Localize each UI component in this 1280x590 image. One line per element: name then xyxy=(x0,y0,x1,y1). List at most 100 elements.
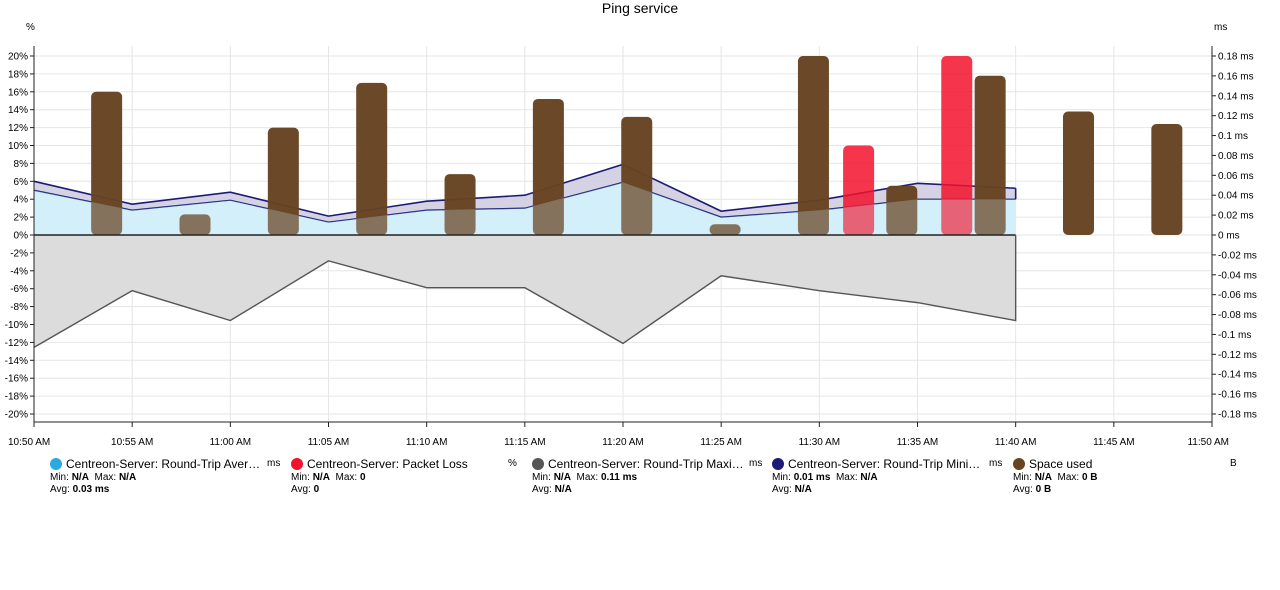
stat-min-packet-loss: N/A xyxy=(312,472,330,483)
left-tick-label: 12% xyxy=(8,123,28,134)
left-tick-label: -20% xyxy=(5,410,28,421)
chart-title: Ping service xyxy=(601,0,679,16)
legend-item-packet-loss[interactable]: Centreon-Server: Packet Loss % Min: N/A … xyxy=(291,456,531,496)
right-tick-label: -0.1 ms xyxy=(1218,330,1251,341)
left-axis-unit: % xyxy=(26,22,35,33)
stat-min-maximum: N/A xyxy=(553,472,571,483)
left-tick-label: 20% xyxy=(8,52,28,63)
average-area-overlay xyxy=(34,182,1016,235)
maximum-area-fill xyxy=(34,235,1016,348)
legend-swatch-average xyxy=(50,458,62,470)
stat-max-average: N/A xyxy=(118,472,137,483)
legend-unit-space-used: B xyxy=(1230,458,1237,469)
label-max: Max: xyxy=(835,472,858,483)
x-tick-label: 10:55 AM xyxy=(111,437,153,448)
legend-unit-average: ms xyxy=(267,458,281,469)
chart-legend: Centreon-Server: Round-Trip Average Time… xyxy=(0,456,1280,506)
legend-swatch-space-used xyxy=(1013,458,1025,470)
left-tick-label: -14% xyxy=(5,356,28,367)
stat-min-average: N/A xyxy=(71,472,89,483)
stat-max-maximum: 0.11 ms xyxy=(600,472,638,483)
space-used-bar xyxy=(886,185,918,235)
legend-swatch-maximum xyxy=(532,458,544,470)
stat-min-space-used: N/A xyxy=(1034,472,1052,483)
label-avg: Avg: xyxy=(532,484,552,495)
bar-series xyxy=(34,56,1183,236)
label-max: Max: xyxy=(576,472,599,483)
label-avg: Avg: xyxy=(50,484,70,495)
x-tick-label: 11:00 AM xyxy=(210,437,252,448)
legend-unit-maximum: ms xyxy=(749,458,763,469)
right-tick-label: -0.08 ms xyxy=(1218,310,1257,321)
legend-item-maximum[interactable]: Centreon-Server: Round-Trip Maximum Time… xyxy=(532,456,772,496)
x-tick-label: 11:05 AM xyxy=(308,437,350,448)
left-tick-label: 8% xyxy=(14,159,29,170)
left-tick-label: 14% xyxy=(8,105,28,116)
stat-max-packet-loss: 0 xyxy=(359,472,366,483)
label-avg: Avg: xyxy=(1013,484,1033,495)
left-tick-label: -16% xyxy=(5,374,28,385)
stat-min-minimum: 0.01 ms xyxy=(793,472,831,483)
legend-unit-minimum: ms xyxy=(989,458,1003,469)
stat-avg-packet-loss: 0 xyxy=(313,484,320,495)
space-used-bar xyxy=(1151,124,1183,235)
right-tick-label: -0.04 ms xyxy=(1218,270,1257,281)
right-tick-label: -0.14 ms xyxy=(1218,370,1257,381)
maximum-area-line xyxy=(33,235,1017,348)
left-tick-label: -2% xyxy=(10,248,28,259)
stat-max-minimum: N/A xyxy=(860,472,878,483)
stat-max-space-used: 0 B xyxy=(1081,472,1098,483)
right-tick-label: 0.1 ms xyxy=(1218,131,1248,142)
left-tick-label: -4% xyxy=(10,266,28,277)
stat-avg-minimum: N/A xyxy=(794,484,812,495)
x-tick-label: 11:40 AM xyxy=(995,437,1037,448)
space-used-bar xyxy=(974,75,1006,235)
right-tick-label: -0.06 ms xyxy=(1218,290,1257,301)
right-axis: 0.18 ms 0.16 ms 0.14 ms 0.12 ms 0.1 ms 0.08 m… xyxy=(1211,46,1257,422)
legend-name-packet-loss: Centreon-Server: Packet Loss xyxy=(307,457,468,471)
legend-item-space-used[interactable]: Space used B Min: N/A Max: 0 B Avg: 0 B xyxy=(1013,456,1253,496)
x-tick-label: 11:25 AM xyxy=(700,437,742,448)
stat-avg-average: 0.03 ms xyxy=(72,484,110,495)
legend-name-minimum: Centreon-Server: Round-Trip Minimum Time xyxy=(788,457,984,471)
legend-name-maximum: Centreon-Server: Round-Trip Maximum Time xyxy=(548,457,744,471)
left-tick-label: 18% xyxy=(8,69,28,80)
right-tick-label: -0.12 ms xyxy=(1218,350,1257,361)
right-tick-label: 0.16 ms xyxy=(1218,71,1254,82)
label-min: Min: xyxy=(1013,472,1032,483)
right-tick-label: -0.18 ms xyxy=(1218,410,1257,421)
space-used-bar xyxy=(267,127,299,235)
x-tick-label: 11:45 AM xyxy=(1093,437,1135,448)
label-max: Max: xyxy=(1057,472,1080,483)
x-tick-label: 11:35 AM xyxy=(897,437,939,448)
right-tick-label: 0.14 ms xyxy=(1218,91,1254,102)
space-used-bar xyxy=(621,116,653,235)
left-tick-label: -12% xyxy=(5,338,28,349)
space-used-bar xyxy=(356,82,388,235)
right-tick-label: 0 ms xyxy=(1218,231,1240,242)
legend-swatch-minimum xyxy=(772,458,784,470)
packet-loss-bar xyxy=(843,145,875,235)
stat-avg-maximum: N/A xyxy=(554,484,572,495)
left-tick-label: 6% xyxy=(14,177,29,188)
left-tick-label: -6% xyxy=(10,284,28,295)
right-tick-label: 0.18 ms xyxy=(1218,52,1254,63)
left-axis: 20% 18% 16% 14% 12% 10% 8% 6% 4% 2% 0% -2% -4% -6% -8%… xyxy=(5,46,35,422)
legend-item-minimum[interactable]: Centreon-Server: Round-Trip Minimum Time… xyxy=(772,456,1012,496)
label-max: Max: xyxy=(94,472,117,483)
left-tick-label: -18% xyxy=(5,392,28,403)
label-min: Min: xyxy=(532,472,551,483)
x-tick-label: 10:50 AM xyxy=(8,437,50,448)
x-axis: 10:50 AM 10:55 AM 11:00 AM 11:05 AM 11:10 AM… xyxy=(8,421,1229,448)
round-trip-maximum-area xyxy=(33,235,1017,348)
packet-loss-bar xyxy=(941,56,973,235)
label-min: Min: xyxy=(772,472,791,483)
right-tick-label: -0.02 ms xyxy=(1218,250,1257,261)
label-avg: Avg: xyxy=(772,484,792,495)
legend-item-average[interactable]: Centreon-Server: Round-Trip Average Time… xyxy=(50,456,290,496)
left-tick-label: 0% xyxy=(14,231,29,242)
space-used-bar xyxy=(91,91,123,235)
legend-swatch-packet-loss xyxy=(291,458,303,470)
x-tick-label: 11:30 AM xyxy=(799,437,841,448)
